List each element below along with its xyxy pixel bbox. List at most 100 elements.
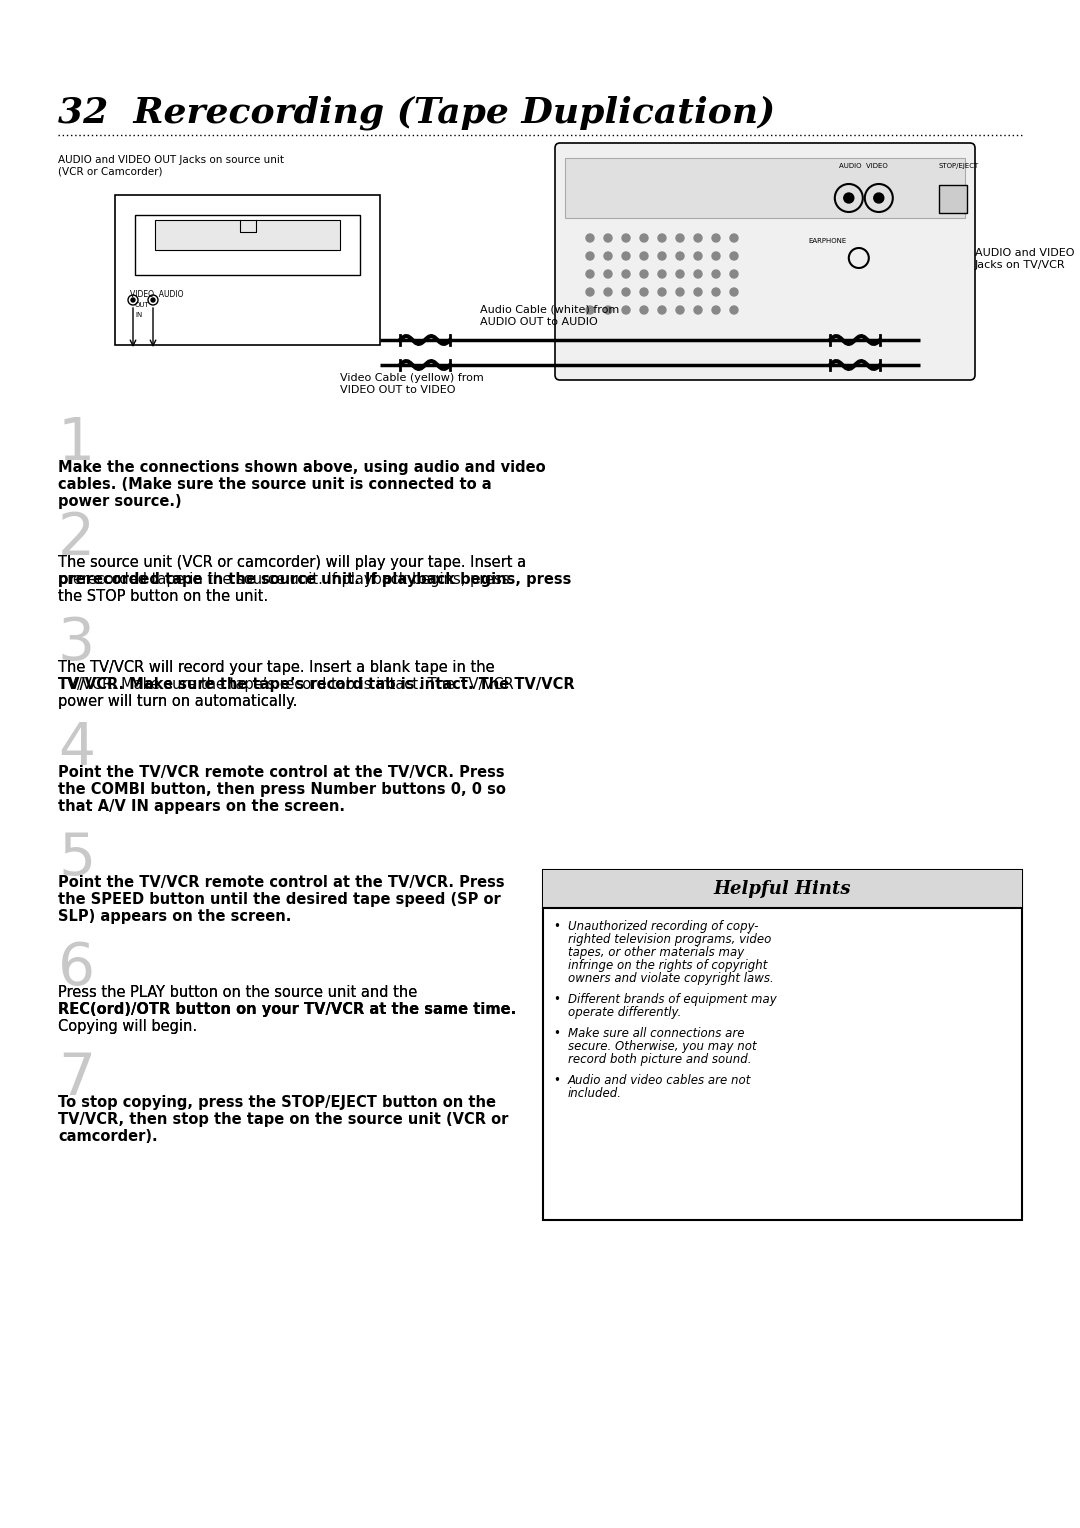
Circle shape xyxy=(874,193,883,203)
Text: 3: 3 xyxy=(58,614,95,672)
Bar xyxy=(114,196,380,345)
Circle shape xyxy=(694,287,702,296)
Text: The TV/VCR will record your tape. Insert a blank tape in the: The TV/VCR will record your tape. Insert… xyxy=(58,660,495,675)
Text: VIDEO  AUDIO: VIDEO AUDIO xyxy=(130,290,184,299)
Text: •: • xyxy=(553,920,559,934)
Circle shape xyxy=(658,234,666,241)
Text: AUDIO  VIDEO: AUDIO VIDEO xyxy=(839,163,888,170)
Text: secure. Otherwise, you may not: secure. Otherwise, you may not xyxy=(568,1041,757,1053)
Text: AUDIO and VIDEO OUT Jacks on source unit
(VCR or Camcorder): AUDIO and VIDEO OUT Jacks on source unit… xyxy=(58,154,284,177)
Circle shape xyxy=(640,252,648,260)
Circle shape xyxy=(712,234,720,241)
Text: SLP) appears on the screen.: SLP) appears on the screen. xyxy=(58,909,292,924)
Text: prerecorded tape in the source unit. If playback begins, press: prerecorded tape in the source unit. If … xyxy=(58,571,571,587)
Bar xyxy=(939,185,967,212)
Text: tapes, or other materials may: tapes, or other materials may xyxy=(568,946,744,960)
Circle shape xyxy=(694,270,702,278)
Circle shape xyxy=(730,306,738,313)
Circle shape xyxy=(712,252,720,260)
Bar xyxy=(565,157,966,219)
Text: •: • xyxy=(553,993,559,1005)
Circle shape xyxy=(658,287,666,296)
Circle shape xyxy=(622,287,630,296)
Circle shape xyxy=(730,252,738,260)
Text: included.: included. xyxy=(568,1086,622,1100)
Circle shape xyxy=(586,234,594,241)
Circle shape xyxy=(586,270,594,278)
Circle shape xyxy=(151,298,156,303)
Text: 6: 6 xyxy=(58,940,95,996)
Bar xyxy=(543,869,1022,908)
Circle shape xyxy=(640,287,648,296)
Text: operate differently.: operate differently. xyxy=(568,1005,681,1019)
Text: •: • xyxy=(553,1027,559,1041)
Text: prerecorded tape in the source unit. If playback begins, press: prerecorded tape in the source unit. If … xyxy=(58,571,510,587)
Text: REC(ord)/OTR button on your TV/VCR at the same time.: REC(ord)/OTR button on your TV/VCR at th… xyxy=(58,1002,516,1018)
Circle shape xyxy=(694,234,702,241)
Text: REC(ord)/OTR button on your TV/VCR at the same time.: REC(ord)/OTR button on your TV/VCR at th… xyxy=(58,1002,516,1018)
Circle shape xyxy=(604,270,612,278)
Circle shape xyxy=(622,270,630,278)
Text: the STOP button on the unit.: the STOP button on the unit. xyxy=(58,588,268,604)
Text: STOP/EJECT: STOP/EJECT xyxy=(939,163,980,170)
Text: the COMBI button, then press Number buttons 0, 0 so: the COMBI button, then press Number butt… xyxy=(58,782,505,798)
Circle shape xyxy=(604,306,612,313)
Text: 32  Rerecording (Tape Duplication): 32 Rerecording (Tape Duplication) xyxy=(58,95,775,130)
Text: Audio and video cables are not: Audio and video cables are not xyxy=(568,1074,752,1086)
Text: that A/V IN appears on the screen.: that A/V IN appears on the screen. xyxy=(58,799,345,814)
Text: power will turn on automatically.: power will turn on automatically. xyxy=(58,694,297,709)
Circle shape xyxy=(586,252,594,260)
Circle shape xyxy=(622,252,630,260)
Circle shape xyxy=(604,234,612,241)
Text: Make sure all connections are: Make sure all connections are xyxy=(568,1027,744,1041)
Text: AUDIO and VIDEO
Jacks on TV/VCR: AUDIO and VIDEO Jacks on TV/VCR xyxy=(975,248,1075,269)
Text: TV/VCR. Make sure the tape’s record tab is intact. The TV/VCR: TV/VCR. Make sure the tape’s record tab … xyxy=(58,677,514,692)
Text: infringe on the rights of copyright: infringe on the rights of copyright xyxy=(568,960,768,972)
Text: Video Cable (yellow) from
VIDEO OUT to VIDEO: Video Cable (yellow) from VIDEO OUT to V… xyxy=(340,373,484,394)
Text: Point the TV/VCR remote control at the TV/VCR. Press: Point the TV/VCR remote control at the T… xyxy=(58,876,504,889)
Circle shape xyxy=(640,270,648,278)
Circle shape xyxy=(730,234,738,241)
Text: TV/VCR, then stop the tape on the source unit (VCR or: TV/VCR, then stop the tape on the source… xyxy=(58,1112,509,1128)
Circle shape xyxy=(676,306,684,313)
Text: 4: 4 xyxy=(58,720,95,778)
Text: Press the PLAY button on the source unit and the: Press the PLAY button on the source unit… xyxy=(58,986,417,999)
Circle shape xyxy=(712,306,720,313)
Text: power will turn on automatically.: power will turn on automatically. xyxy=(58,694,297,709)
Circle shape xyxy=(622,306,630,313)
Text: Point the TV/VCR remote control at the TV/VCR. Press: Point the TV/VCR remote control at the T… xyxy=(58,766,504,779)
Text: the SPEED button until the desired tape speed (SP or: the SPEED button until the desired tape … xyxy=(58,892,501,908)
Text: Different brands of equipment may: Different brands of equipment may xyxy=(568,993,777,1005)
Circle shape xyxy=(658,252,666,260)
Circle shape xyxy=(843,193,854,203)
Text: IN: IN xyxy=(135,312,143,318)
Text: TV/VCR. Make sure the tape’s record tab is intact. The TV/VCR: TV/VCR. Make sure the tape’s record tab … xyxy=(58,677,575,692)
Circle shape xyxy=(586,306,594,313)
Bar xyxy=(135,215,360,275)
Text: Press the PLAY button on the source unit and the: Press the PLAY button on the source unit… xyxy=(58,986,417,999)
Circle shape xyxy=(658,270,666,278)
Bar xyxy=(543,869,1022,1219)
Text: Make the connections shown above, using audio and video: Make the connections shown above, using … xyxy=(58,460,545,475)
Circle shape xyxy=(712,270,720,278)
Text: Audio Cable (white) from
AUDIO OUT to AUDIO: Audio Cable (white) from AUDIO OUT to AU… xyxy=(480,306,619,327)
Circle shape xyxy=(676,270,684,278)
Circle shape xyxy=(640,306,648,313)
Text: 1: 1 xyxy=(58,416,95,472)
Text: 7: 7 xyxy=(58,1050,95,1106)
Bar xyxy=(156,220,340,251)
Text: Copying will begin.: Copying will begin. xyxy=(58,1019,198,1034)
Text: The TV/VCR will record your tape. Insert a blank tape in the: The TV/VCR will record your tape. Insert… xyxy=(58,660,495,675)
Circle shape xyxy=(694,306,702,313)
Circle shape xyxy=(676,252,684,260)
Text: OUT: OUT xyxy=(135,303,150,309)
Text: camcorder).: camcorder). xyxy=(58,1129,158,1144)
Text: •: • xyxy=(553,1074,559,1086)
Text: righted television programs, video: righted television programs, video xyxy=(568,934,771,946)
Text: The source unit (VCR or camcorder) will play your tape. Insert a: The source unit (VCR or camcorder) will … xyxy=(58,555,526,570)
Circle shape xyxy=(676,234,684,241)
FancyBboxPatch shape xyxy=(555,144,975,380)
Text: EARPHONE: EARPHONE xyxy=(809,238,847,244)
Circle shape xyxy=(640,234,648,241)
Circle shape xyxy=(131,298,135,303)
